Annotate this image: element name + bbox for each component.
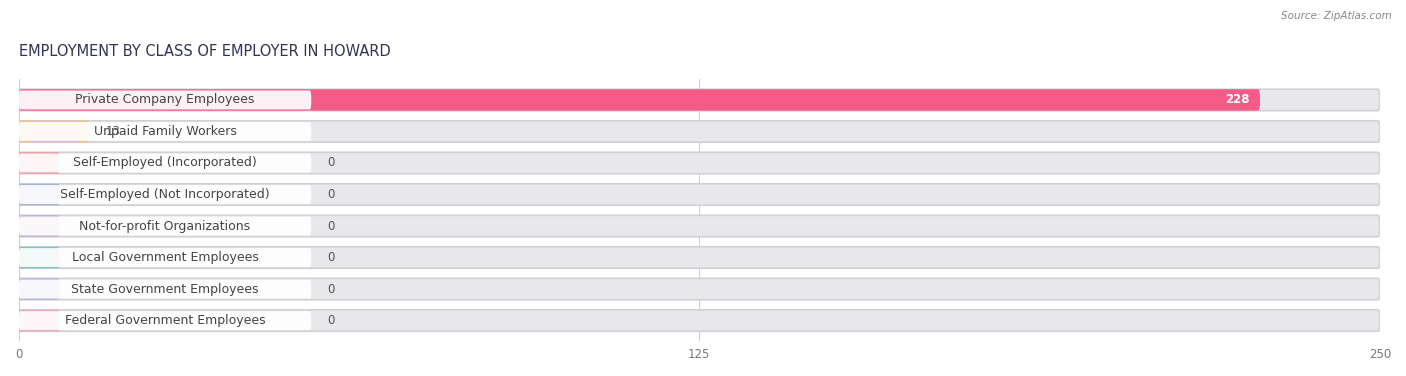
FancyBboxPatch shape bbox=[18, 310, 1379, 331]
FancyBboxPatch shape bbox=[18, 122, 311, 141]
FancyBboxPatch shape bbox=[18, 280, 311, 299]
Text: 13: 13 bbox=[105, 125, 121, 138]
Text: EMPLOYMENT BY CLASS OF EMPLOYER IN HOWARD: EMPLOYMENT BY CLASS OF EMPLOYER IN HOWAR… bbox=[18, 44, 391, 59]
FancyBboxPatch shape bbox=[18, 215, 59, 237]
FancyBboxPatch shape bbox=[18, 310, 59, 331]
FancyBboxPatch shape bbox=[18, 185, 311, 204]
Text: Federal Government Employees: Federal Government Employees bbox=[65, 314, 266, 327]
Text: 0: 0 bbox=[328, 220, 335, 232]
FancyBboxPatch shape bbox=[18, 121, 1379, 142]
Text: 228: 228 bbox=[1225, 94, 1249, 106]
FancyBboxPatch shape bbox=[18, 91, 311, 109]
FancyBboxPatch shape bbox=[18, 217, 311, 235]
FancyBboxPatch shape bbox=[18, 184, 1379, 205]
Text: Not-for-profit Organizations: Not-for-profit Organizations bbox=[80, 220, 250, 232]
Text: 0: 0 bbox=[328, 282, 335, 296]
Text: 0: 0 bbox=[328, 251, 335, 264]
Text: Source: ZipAtlas.com: Source: ZipAtlas.com bbox=[1281, 11, 1392, 21]
FancyBboxPatch shape bbox=[18, 248, 311, 267]
FancyBboxPatch shape bbox=[18, 89, 1379, 111]
Text: State Government Employees: State Government Employees bbox=[72, 282, 259, 296]
FancyBboxPatch shape bbox=[18, 215, 1379, 237]
Text: 0: 0 bbox=[328, 156, 335, 170]
FancyBboxPatch shape bbox=[18, 153, 311, 173]
Text: Self-Employed (Not Incorporated): Self-Employed (Not Incorporated) bbox=[60, 188, 270, 201]
Text: 0: 0 bbox=[328, 188, 335, 201]
FancyBboxPatch shape bbox=[18, 278, 1379, 300]
FancyBboxPatch shape bbox=[18, 184, 59, 205]
FancyBboxPatch shape bbox=[18, 152, 1379, 174]
Text: Local Government Employees: Local Government Employees bbox=[72, 251, 259, 264]
Text: Self-Employed (Incorporated): Self-Employed (Incorporated) bbox=[73, 156, 257, 170]
FancyBboxPatch shape bbox=[18, 278, 59, 300]
Text: Private Company Employees: Private Company Employees bbox=[76, 94, 254, 106]
Text: Unpaid Family Workers: Unpaid Family Workers bbox=[94, 125, 236, 138]
FancyBboxPatch shape bbox=[18, 121, 90, 142]
Text: 0: 0 bbox=[328, 314, 335, 327]
FancyBboxPatch shape bbox=[18, 247, 59, 268]
FancyBboxPatch shape bbox=[18, 152, 59, 174]
FancyBboxPatch shape bbox=[18, 311, 311, 330]
FancyBboxPatch shape bbox=[18, 247, 1379, 268]
FancyBboxPatch shape bbox=[18, 89, 1260, 111]
